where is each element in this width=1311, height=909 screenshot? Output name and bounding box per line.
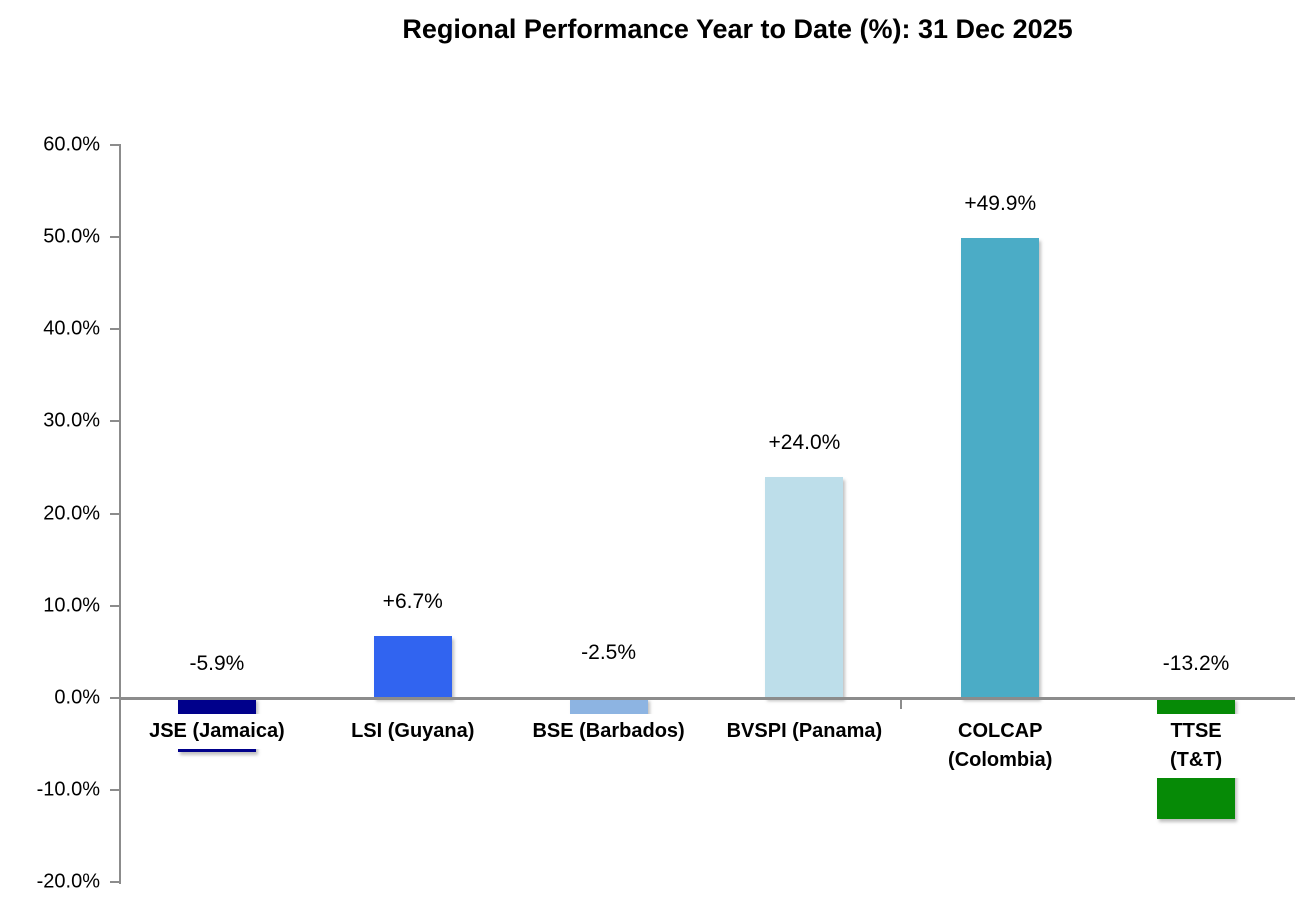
y-axis-tick-50-0 (110, 236, 119, 239)
category-label-jse-jamaica: JSE (Jamaica) (142, 714, 292, 749)
value-label-colcap-colombia: +49.9% (964, 192, 1037, 216)
y-axis-label-60-0: 60.0% (43, 133, 100, 156)
y-axis-label-50-0: 50.0% (43, 225, 100, 248)
y-axis-tick-60-0 (110, 144, 119, 146)
bar-bvspi-panama (765, 476, 844, 698)
y-axis-tick-10-0 (110, 788, 119, 791)
y-axis-label-20-0: 20.0% (43, 502, 100, 524)
category-label-ttse-t-t: TTSE (T&T) (1138, 714, 1254, 778)
bar-lsi-guyana (373, 636, 452, 698)
value-label-bse-barbados: -2.5% (581, 640, 637, 664)
category-label-bvspi-panama: BVSPI (Panama) (719, 714, 890, 749)
y-axis-tick-10-0 (110, 604, 119, 607)
x-axis-line (119, 697, 1295, 700)
y-axis-label-40-0: 40.0% (43, 317, 100, 340)
category-label-colcap-colombia: COLCAP (Colombia) (905, 714, 1096, 778)
y-axis-tick-0-0 (110, 696, 119, 699)
y-axis-tick-20-0 (110, 881, 119, 883)
chart-title: Regional Performance Year to Date (%): 3… (402, 14, 1073, 44)
y-axis-line (119, 144, 121, 884)
category-label-lsi-guyana: LSI (Guyana) (344, 714, 482, 749)
y-axis-tick-20-0 (110, 512, 119, 515)
value-label-lsi-guyana: +6.7% (382, 590, 443, 614)
y-axis-label-10-0: -10.0% (36, 778, 100, 801)
x-axis-boundary-tick (900, 700, 902, 709)
y-axis-label-20-0: -20.0% (36, 870, 100, 893)
y-axis-tick-40-0 (110, 328, 119, 331)
category-label-bse-barbados: BSE (Barbados) (525, 714, 692, 749)
value-label-ttse-t-t: -13.2% (1162, 651, 1230, 675)
y-axis-label-30-0: 30.0% (43, 409, 100, 432)
y-axis-label-10-0: 10.0% (43, 594, 100, 617)
bar-colcap-colombia (961, 238, 1040, 698)
y-axis-tick-30-0 (110, 420, 119, 423)
value-label-bvspi-panama: +24.0% (768, 430, 841, 454)
value-label-jse-jamaica: -5.9% (189, 651, 245, 675)
y-axis-label-0-0: 0.0% (54, 686, 100, 709)
